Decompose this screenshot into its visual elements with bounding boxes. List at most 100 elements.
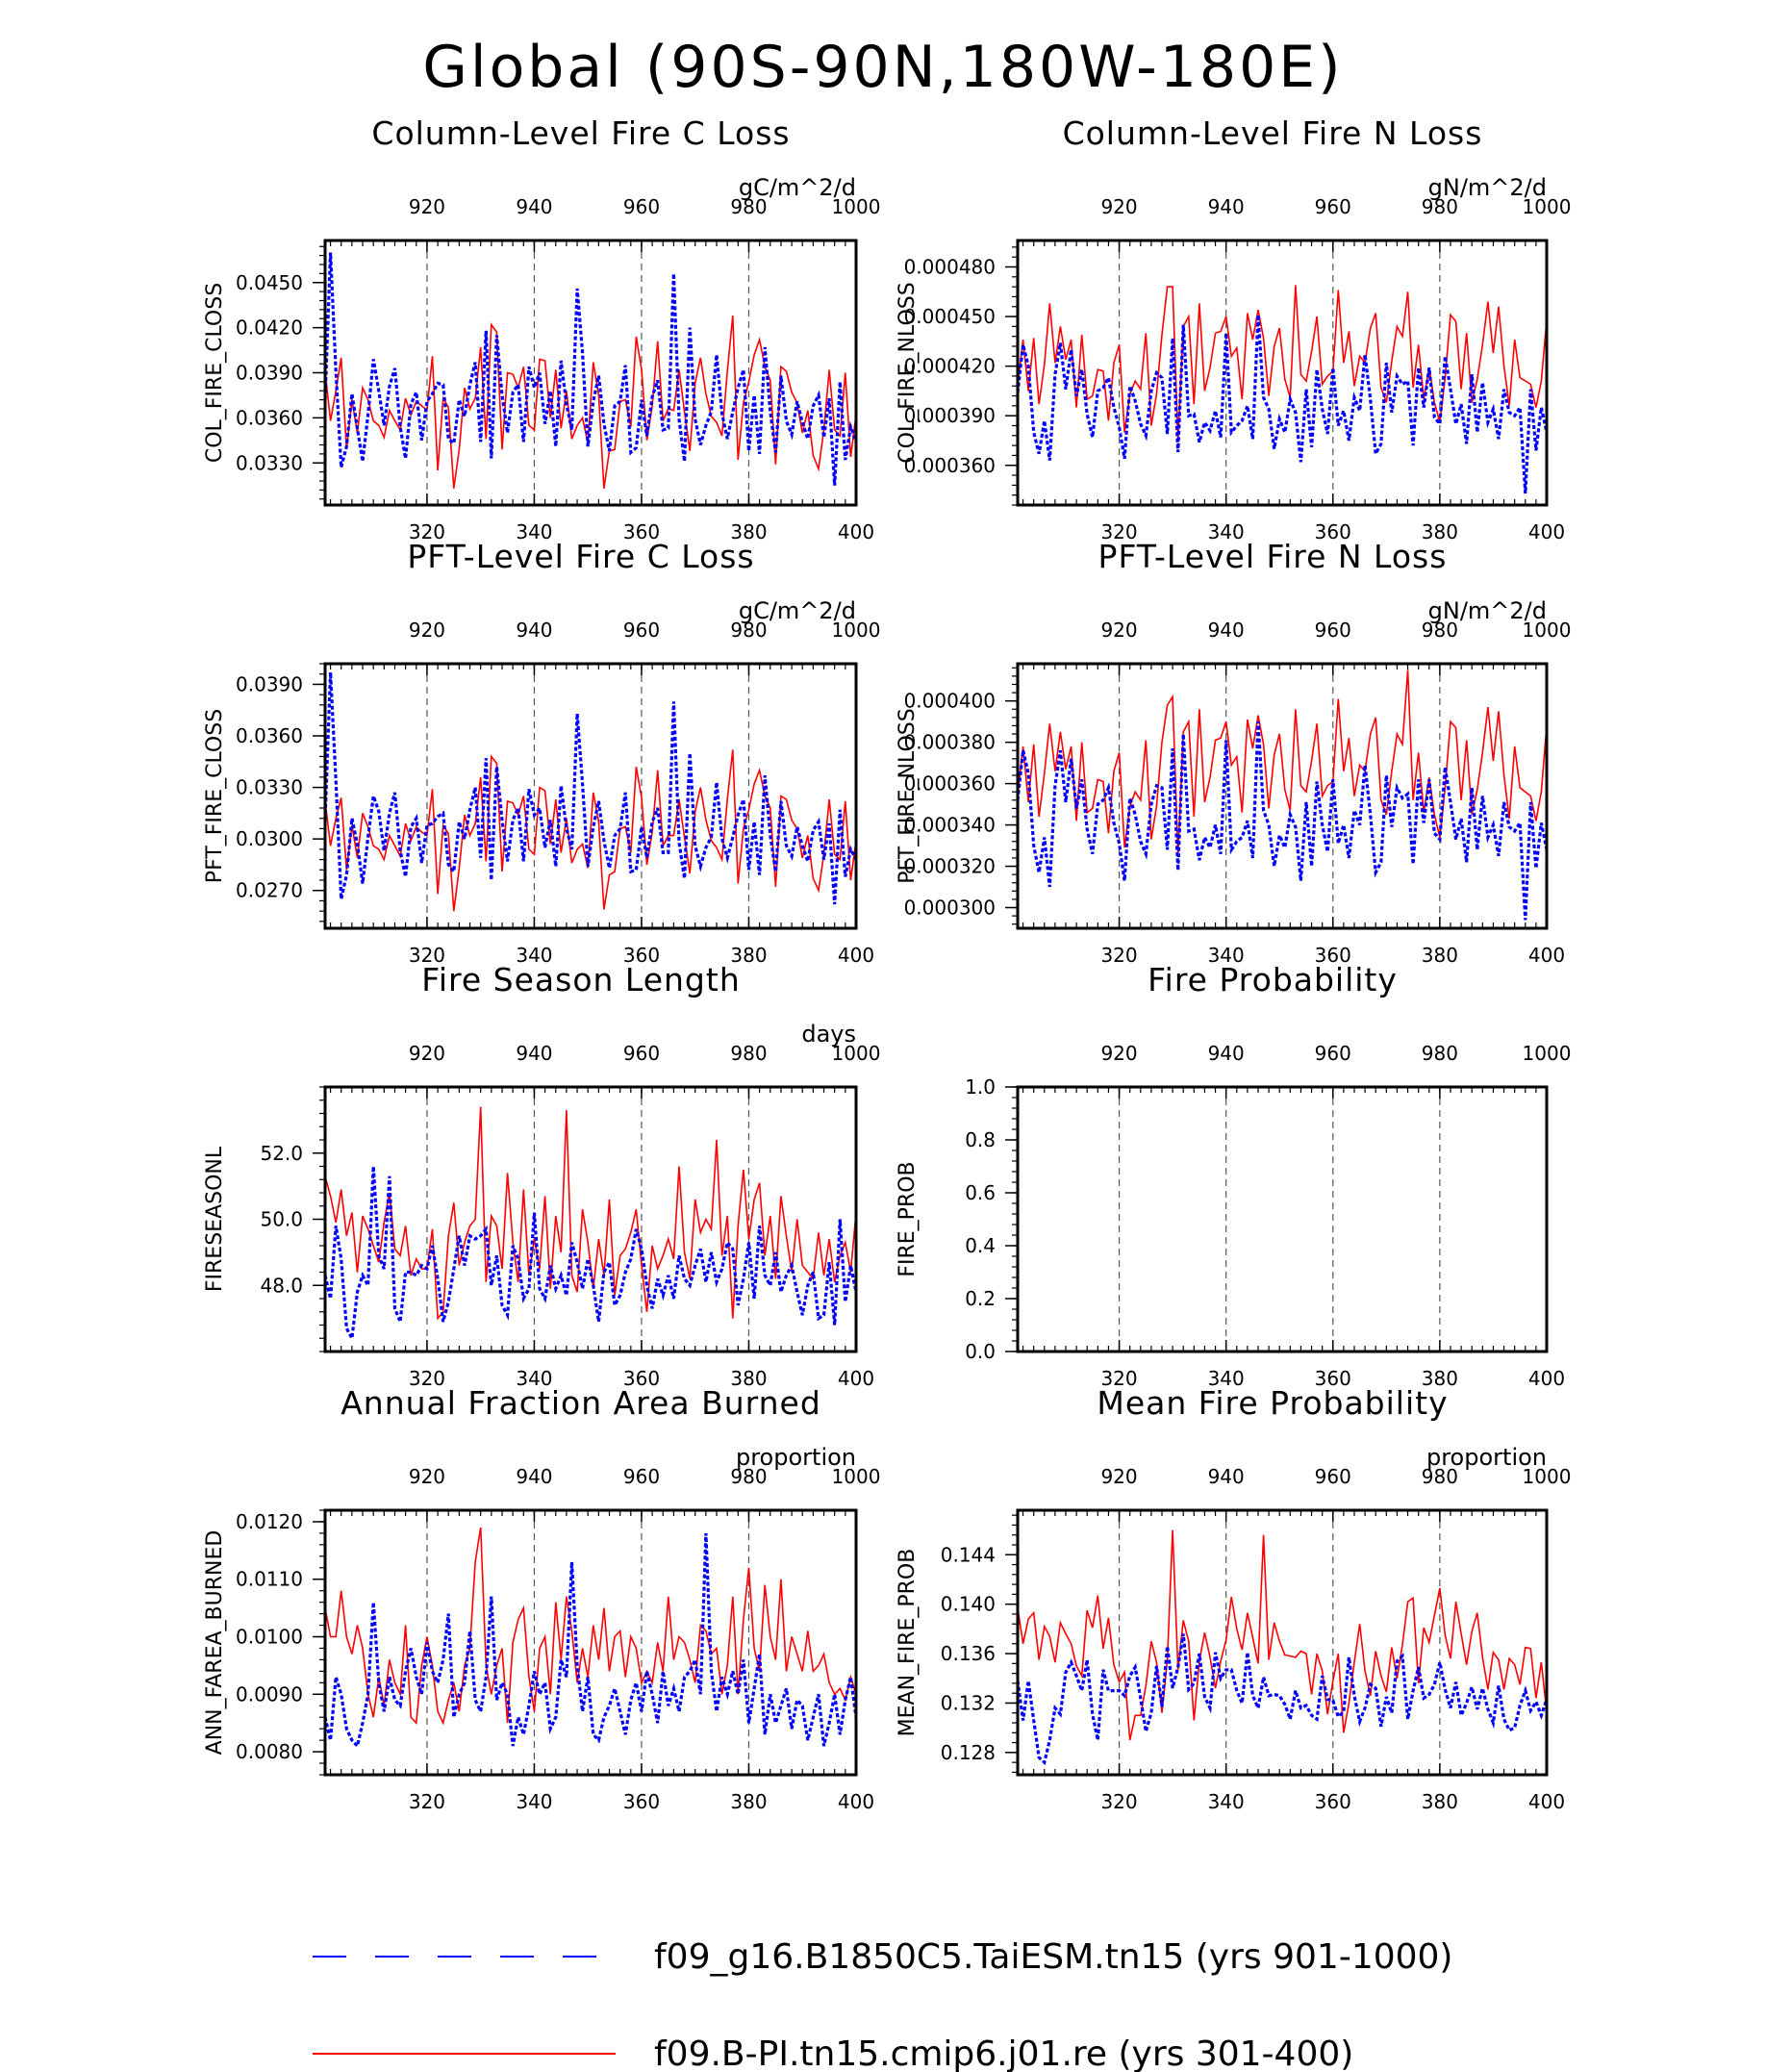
units-label: gC/m^2/d [739, 597, 856, 624]
x-tick-label: 380 [1422, 1367, 1458, 1390]
chart-panel-8: Mean Fire Probability proportion MEAN_FIRE… [896, 1384, 1571, 1813]
x-top-tick-label: 960 [1315, 195, 1351, 218]
x-top-tick-label: 1000 [1523, 1042, 1572, 1065]
x-tick-label: 340 [1208, 1367, 1245, 1390]
x-tick-label: 360 [623, 520, 660, 543]
x-top-tick-label: 980 [730, 195, 767, 218]
x-top-tick-label: 960 [1315, 1042, 1351, 1065]
x-tick-label: 400 [1528, 520, 1565, 543]
y-tick-label: 0.000360 [904, 772, 996, 796]
chart-panel-7: Annual Fraction Area Burned proportion ANN… [203, 1384, 880, 1813]
x-top-tick-label: 960 [623, 1042, 660, 1065]
x-top-tick-label: 940 [1208, 1465, 1245, 1488]
y-tick-label: 1.0 [965, 1075, 996, 1099]
y-tick-label: 0.000450 [904, 305, 996, 328]
series-line-blue [325, 252, 856, 486]
chart-panel-3: PFT-Level Fire C Loss gC/m^2/d PFT_FIRE_CL… [203, 538, 880, 967]
x-tick-label: 340 [1208, 944, 1245, 967]
y-tick-label: 0.8 [965, 1128, 996, 1151]
chart-panels: Column-Level Fire C Loss gC/m^2/d COL_FIRE… [203, 114, 1571, 1813]
x-tick-label: 400 [838, 1367, 874, 1390]
y-tick-label: 0.128 [941, 1741, 996, 1764]
x-top-tick-label: 1000 [832, 1465, 881, 1488]
y-tick-label: 0.140 [941, 1593, 996, 1616]
y-tick-label: 0.0120 [236, 1510, 303, 1533]
x-top-tick-label: 960 [623, 1465, 660, 1488]
panel-title: Fire Season Length [421, 961, 740, 998]
series-line-blue [325, 1166, 856, 1344]
x-tick-label: 360 [1315, 1367, 1351, 1390]
series-line-blue [1018, 315, 1547, 494]
y-axis-label: MEAN_FIRE_PROB [896, 1549, 920, 1737]
plot-frame [1016, 662, 1549, 930]
units-label: gC/m^2/d [739, 174, 856, 201]
x-tick-label: 320 [1100, 1367, 1137, 1390]
y-tick-label: 0.0450 [236, 271, 303, 294]
x-tick-label: 360 [623, 1790, 660, 1813]
x-tick-label: 400 [838, 944, 874, 967]
x-tick-label: 400 [838, 520, 874, 543]
x-tick-label: 380 [730, 520, 767, 543]
x-top-tick-label: 920 [409, 619, 445, 642]
y-tick-label: 0.2 [965, 1287, 996, 1310]
x-tick-label: 380 [730, 1790, 767, 1813]
x-top-tick-label: 980 [730, 1465, 767, 1488]
series-line-blue [1018, 721, 1547, 921]
y-tick-label: 0.0360 [236, 406, 303, 429]
y-axis-label: COL_FIRE_NLOSS [896, 282, 920, 463]
x-tick-label: 360 [623, 1367, 660, 1390]
x-top-tick-label: 960 [1315, 619, 1351, 642]
legend: f09_g16.B1850C5.TaiESM.tn15 (yrs 901-100… [313, 1937, 1452, 2072]
y-tick-label: 50.0 [260, 1208, 303, 1231]
y-tick-label: 0.0 [965, 1340, 996, 1363]
chart-panel-2: Column-Level Fire N Loss gN/m^2/d COL_FIRE… [896, 114, 1571, 543]
x-top-tick-label: 940 [516, 619, 552, 642]
x-tick-label: 340 [1208, 520, 1245, 543]
x-tick-label: 340 [516, 520, 552, 543]
x-top-tick-label: 920 [409, 1042, 445, 1065]
y-tick-label: 0.0330 [236, 451, 303, 474]
y-tick-label: 0.144 [941, 1543, 996, 1566]
x-tick-label: 340 [516, 1790, 552, 1813]
x-top-tick-label: 980 [1422, 1465, 1458, 1488]
y-tick-label: 0.000400 [904, 690, 996, 713]
panel-title: Column-Level Fire N Loss [1063, 114, 1483, 152]
x-top-tick-label: 1000 [1523, 195, 1572, 218]
y-tick-label: 0.0080 [236, 1740, 303, 1763]
y-tick-label: 0.0270 [236, 879, 303, 902]
y-tick-label: 0.000340 [904, 814, 996, 837]
x-top-tick-label: 940 [516, 195, 552, 218]
y-axis-label: FIRESEASONL [203, 1146, 227, 1292]
chart-panel-1: Column-Level Fire C Loss gC/m^2/d COL_FIRE… [203, 114, 880, 543]
series-line-red [325, 1527, 856, 1726]
units-label: proportion [736, 1444, 856, 1471]
x-top-tick-label: 980 [730, 619, 767, 642]
y-tick-label: 0.000320 [904, 855, 996, 878]
plot-frame [323, 662, 858, 930]
series-line-red [1018, 285, 1547, 442]
y-tick-label: 0.4 [965, 1234, 996, 1257]
panel-title: Fire Probability [1148, 961, 1398, 998]
x-tick-label: 380 [1422, 944, 1458, 967]
y-tick-label: 0.000480 [904, 256, 996, 279]
x-top-tick-label: 980 [730, 1042, 767, 1065]
x-top-tick-label: 980 [1422, 619, 1458, 642]
x-top-tick-label: 960 [623, 195, 660, 218]
x-tick-label: 320 [1100, 944, 1137, 967]
y-tick-label: 0.0300 [236, 827, 303, 850]
y-tick-label: 0.0390 [236, 362, 303, 385]
x-top-tick-label: 940 [1208, 619, 1245, 642]
x-tick-label: 360 [623, 944, 660, 967]
x-tick-label: 340 [1208, 1790, 1245, 1813]
plot-frame [1016, 1508, 1549, 1777]
x-tick-label: 320 [409, 520, 445, 543]
x-tick-label: 400 [838, 1790, 874, 1813]
x-tick-label: 320 [1100, 520, 1137, 543]
y-tick-label: 0.000300 [904, 897, 996, 920]
y-tick-label: 0.000390 [904, 404, 996, 427]
x-top-tick-label: 1000 [1523, 1465, 1572, 1488]
y-tick-label: 0.0100 [236, 1626, 303, 1649]
figure-title: Global (90S-90N,180W-180E) [422, 34, 1343, 101]
x-tick-label: 360 [1315, 944, 1351, 967]
y-tick-label: 0.0360 [236, 724, 303, 747]
